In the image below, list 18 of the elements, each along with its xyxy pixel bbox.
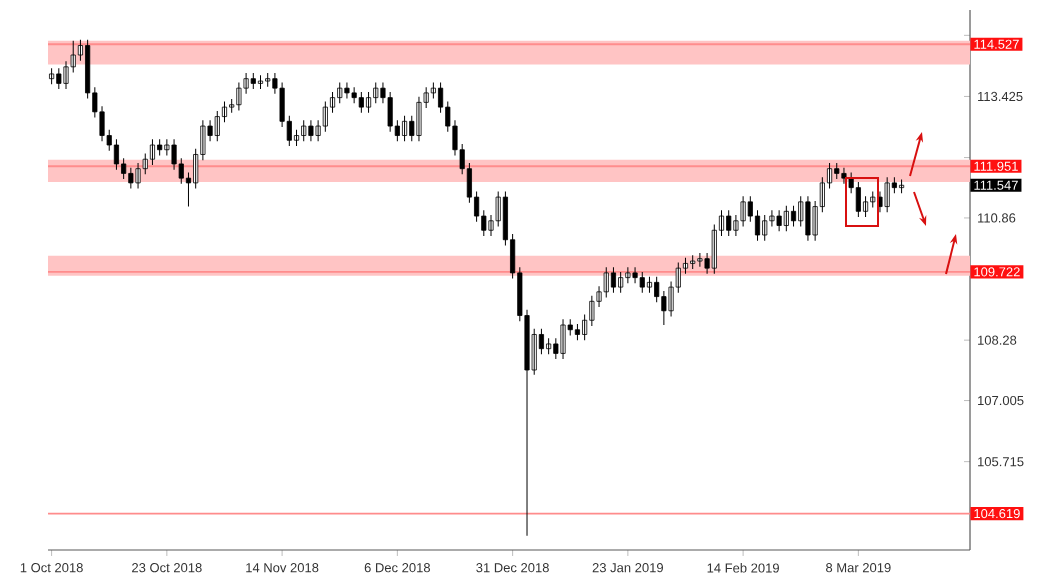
candlestick: [870, 190, 876, 209]
candlestick: [603, 266, 609, 299]
candlestick: [128, 167, 134, 190]
candlestick: [265, 72, 271, 88]
candlestick: [337, 81, 343, 104]
candlestick: [214, 110, 220, 142]
candlestick: [301, 119, 307, 142]
candlestick: [56, 67, 62, 90]
candlestick: [726, 209, 732, 237]
candlestick: [373, 81, 379, 104]
candlestick: [639, 271, 645, 294]
candlestick: [690, 254, 696, 270]
candlestick: [250, 72, 256, 90]
candlestick: [834, 162, 840, 180]
candlestick: [697, 252, 703, 268]
candlestick: [884, 176, 890, 213]
candlestick: [762, 214, 768, 242]
candlestick: [257, 74, 264, 90]
